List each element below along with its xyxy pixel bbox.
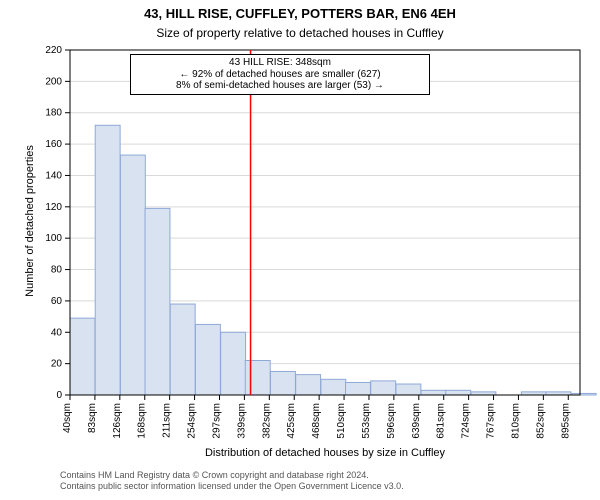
- svg-text:60: 60: [51, 296, 63, 307]
- svg-text:339sqm: 339sqm: [236, 403, 247, 439]
- svg-text:810sqm: 810sqm: [510, 403, 521, 439]
- svg-text:140: 140: [45, 170, 62, 181]
- svg-text:553sqm: 553sqm: [361, 403, 372, 439]
- svg-text:126sqm: 126sqm: [112, 403, 123, 439]
- annotation-line-2: ← 92% of detached houses are smaller (62…: [135, 69, 425, 81]
- svg-text:254sqm: 254sqm: [187, 403, 198, 439]
- svg-text:0: 0: [56, 390, 62, 401]
- svg-text:767sqm: 767sqm: [486, 403, 497, 439]
- footer-line-2: Contains public sector information licen…: [60, 481, 600, 492]
- svg-text:211sqm: 211sqm: [162, 403, 173, 438]
- marker-annotation-box: 43 HILL RISE: 348sqm ← 92% of detached h…: [130, 54, 430, 95]
- svg-text:724sqm: 724sqm: [461, 403, 472, 439]
- svg-text:80: 80: [51, 265, 63, 276]
- footer-attribution: Contains HM Land Registry data © Crown c…: [0, 470, 600, 492]
- svg-text:297sqm: 297sqm: [211, 403, 222, 439]
- svg-text:160: 160: [45, 139, 62, 150]
- svg-text:40sqm: 40sqm: [62, 403, 73, 433]
- svg-text:200: 200: [45, 76, 62, 87]
- svg-text:220: 220: [45, 45, 62, 56]
- svg-text:168sqm: 168sqm: [137, 403, 148, 439]
- footer-line-1: Contains HM Land Registry data © Crown c…: [60, 470, 600, 481]
- svg-text:40: 40: [51, 327, 63, 338]
- svg-text:895sqm: 895sqm: [560, 403, 571, 439]
- svg-text:681sqm: 681sqm: [436, 403, 447, 439]
- svg-text:100: 100: [45, 233, 62, 244]
- svg-text:510sqm: 510sqm: [336, 403, 347, 439]
- y-axis-label: Number of detached properties: [24, 121, 36, 321]
- svg-text:120: 120: [45, 202, 62, 213]
- svg-text:180: 180: [45, 108, 62, 119]
- annotation-line-1: 43 HILL RISE: 348sqm: [135, 57, 425, 69]
- svg-text:468sqm: 468sqm: [311, 403, 322, 439]
- x-axis-label: Distribution of detached houses by size …: [70, 447, 580, 459]
- svg-text:639sqm: 639sqm: [411, 403, 422, 439]
- svg-text:596sqm: 596sqm: [386, 403, 397, 439]
- svg-text:20: 20: [51, 359, 63, 370]
- svg-text:852sqm: 852sqm: [535, 403, 546, 439]
- svg-text:83sqm: 83sqm: [87, 403, 98, 433]
- svg-text:382sqm: 382sqm: [261, 403, 272, 439]
- annotation-line-3: 8% of semi-detached houses are larger (5…: [135, 80, 425, 92]
- svg-text:425sqm: 425sqm: [286, 403, 297, 439]
